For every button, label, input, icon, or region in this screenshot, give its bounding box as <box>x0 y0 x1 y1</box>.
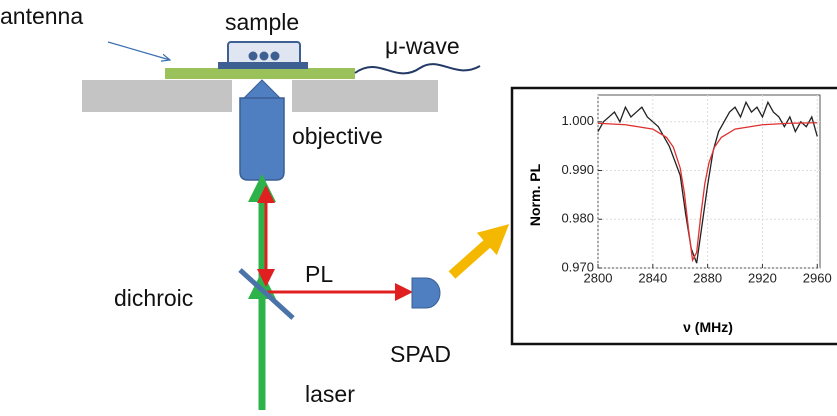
sample-plate <box>218 62 308 69</box>
label: laser <box>305 381 355 407</box>
x-tick-label: 2920 <box>748 270 777 285</box>
objective-body <box>240 98 284 180</box>
label: PL <box>305 261 333 287</box>
label: antenna <box>0 3 83 29</box>
x-tick-label: 2880 <box>693 270 722 285</box>
stage <box>82 80 232 112</box>
label: objective <box>292 123 383 149</box>
microwave-line <box>355 64 480 73</box>
sample-dot <box>271 52 280 61</box>
x-axis-label: ν (MHz) <box>683 319 733 335</box>
label: sample <box>225 9 299 35</box>
signal-arrow <box>452 234 498 275</box>
stage <box>292 80 438 112</box>
spad-detector <box>412 278 440 308</box>
x-tick-label: 2960 <box>803 270 832 285</box>
y-axis-label: Norm. PL <box>527 163 543 226</box>
x-tick-label: 2840 <box>638 270 667 285</box>
antenna-strip <box>165 68 355 79</box>
y-tick-label: 0.990 <box>561 162 594 177</box>
label: SPAD <box>390 341 451 367</box>
objective-tip <box>244 80 280 98</box>
page: antenna sample μ-wave objective PL dichr… <box>0 0 837 416</box>
x-tick-label: 2800 <box>584 270 613 285</box>
antenna-pointer <box>108 42 170 60</box>
sample-dot <box>260 52 269 61</box>
diagram: antenna sample μ-wave objective PL dichr… <box>0 0 837 416</box>
label: μ-wave <box>385 33 460 59</box>
y-tick-label: 0.980 <box>561 211 594 226</box>
label: dichroic <box>114 285 193 311</box>
plot-area <box>598 95 820 268</box>
sample-dot <box>249 52 258 61</box>
y-tick-label: 1.000 <box>561 113 594 128</box>
